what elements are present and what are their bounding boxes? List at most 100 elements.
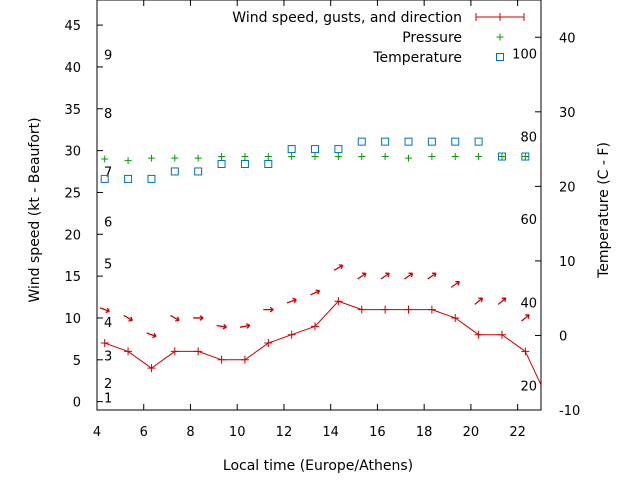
wind-speed-point [427, 305, 436, 314]
pressure-point [241, 152, 249, 160]
wind-direction-arrow [146, 332, 157, 339]
wind-direction-arrow [474, 297, 484, 305]
pressure-point [381, 152, 389, 160]
beaufort-label: 8 [104, 107, 112, 122]
x-tick-label: 10 [229, 425, 246, 440]
y-axis-right: -10 0 10 20 30 40 [535, 31, 580, 419]
temperature-point [521, 152, 530, 161]
wind-direction-arrow [521, 314, 530, 322]
wind-speed-point [194, 347, 203, 356]
pressure-point [475, 152, 483, 160]
wind-speed-point [497, 330, 506, 339]
y-axis-left: 0 5 10 15 20 25 30 35 40 45 [64, 19, 103, 411]
temperature-point [381, 137, 390, 146]
y-left-tick-label: 35 [64, 103, 81, 118]
temperature-point [240, 160, 249, 168]
wind-speed-point [404, 305, 413, 314]
x-tick-label: 14 [322, 425, 339, 440]
temperature-point [311, 145, 320, 154]
pressure-point [101, 155, 109, 163]
x-tick-label: 16 [369, 425, 386, 440]
beaufort-label: 7 [104, 166, 112, 181]
temperature-point [217, 160, 226, 168]
plot-frame [96, 0, 542, 411]
beaufort-label: 1 [104, 391, 112, 406]
legend-swatch-pressure [496, 33, 504, 41]
pressure-point [521, 152, 529, 160]
pressure-point [428, 152, 436, 160]
temperature-point [427, 137, 436, 146]
fahrenheit-scale-labels: 20 40 60 80 100 [512, 48, 537, 395]
legend: Wind speed, gusts, and direction Pressur… [232, 10, 525, 66]
y-left-tick-label: 10 [64, 312, 81, 327]
fahrenheit-label: 20 [520, 379, 537, 394]
beaufort-label: 6 [104, 216, 112, 231]
temperature-point [147, 174, 156, 183]
pressure-point [405, 154, 413, 162]
x-tick-label: 6 [140, 425, 148, 440]
legend-label-pressure: Pressure [402, 30, 462, 46]
y-right-tick-label: -10 [559, 404, 580, 419]
temperature-point [170, 167, 179, 176]
temperature-point [124, 174, 133, 183]
wind-speed-point [357, 305, 366, 314]
legend-label-temperature: Temperature [372, 50, 462, 66]
y-left-tick-label: 45 [64, 19, 81, 34]
x-tick-label: 18 [416, 425, 433, 440]
wind-direction-arrow [99, 307, 110, 314]
wind-speed-point [217, 355, 226, 364]
temperature-point [357, 137, 366, 146]
pressure-point [147, 154, 155, 162]
temperature-point [497, 152, 506, 161]
wind-direction-arrow [497, 297, 507, 305]
wind-direction-arrow [427, 272, 437, 280]
wind-speed-point [451, 313, 460, 322]
y-left-tick-label: 30 [64, 145, 81, 160]
wind-direction-arrow [193, 315, 204, 321]
pressure-point [451, 152, 459, 160]
wind-direction-arrow [357, 272, 367, 280]
temperature-point [194, 167, 203, 176]
y-left-tick-label: 20 [64, 228, 81, 243]
pressure-point [194, 154, 202, 162]
x-axis-label: Local time (Europe/Athens) [223, 458, 413, 474]
wind-speed-point [474, 330, 483, 339]
pressure-point [171, 154, 179, 162]
fahrenheit-label: 60 [520, 213, 537, 228]
y-left-tick-label: 25 [64, 186, 81, 201]
temperature-point [264, 160, 273, 168]
y-axis-left-label: Wind speed (kt - Beaufort) [27, 117, 43, 302]
wind-direction-arrow [239, 323, 251, 329]
wind-direction-arrow [450, 280, 460, 288]
y-right-tick-label: 0 [559, 329, 567, 344]
wind-speed-line [104, 300, 542, 386]
x-tick-label: 4 [93, 425, 101, 440]
wind-speed-point [100, 339, 109, 348]
temperature-point [287, 145, 296, 154]
wind-speed-point [381, 305, 390, 314]
y-left-tick-label: 15 [64, 270, 81, 285]
wind-speed-point [170, 347, 179, 356]
y-left-tick-label: 5 [73, 354, 81, 369]
beaufort-label: 2 [104, 377, 112, 392]
series-layer [99, 137, 542, 386]
wind-speed-point [287, 330, 296, 339]
wind-direction-arrow [263, 306, 274, 313]
temperature-point [474, 137, 483, 146]
wind-speed-point [147, 364, 156, 373]
pressure-point [311, 152, 319, 160]
wind-direction-arrow [170, 314, 180, 322]
x-tick-label: 22 [509, 425, 526, 440]
legend-swatch-wind-ticks [475, 13, 525, 21]
wind-direction-arrow [333, 264, 344, 271]
fahrenheit-label: 80 [520, 130, 537, 145]
wind-direction-arrow [404, 272, 414, 280]
wind-speed-point [334, 297, 343, 306]
wind-speed-point [264, 339, 273, 348]
pressure-point [124, 157, 132, 165]
wind-speed-point [124, 347, 133, 356]
wind-direction-arrow [310, 289, 321, 296]
wind-direction-arrow [216, 323, 227, 330]
x-tick-label: 20 [463, 425, 480, 440]
